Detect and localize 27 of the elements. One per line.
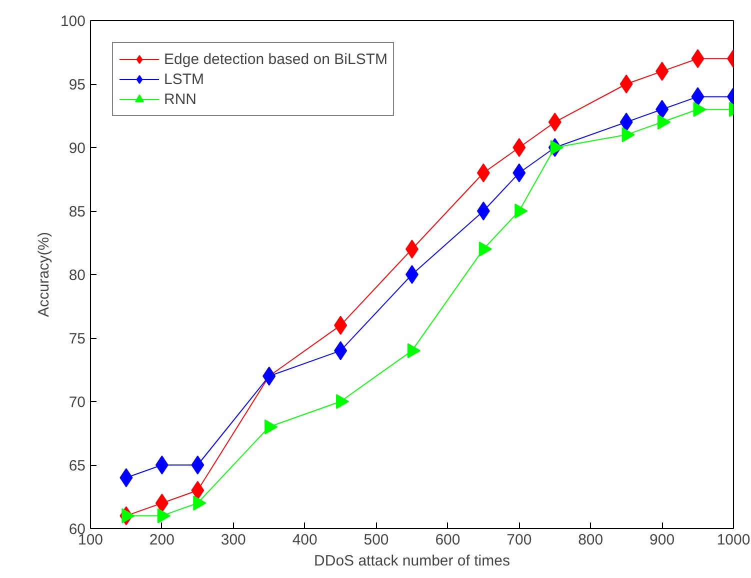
x-tick-label: 300 [220,532,246,548]
x-tick-label: 1000 [716,532,750,548]
legend-label: Edge detection based on BiLSTM [164,50,388,68]
x-axis-title: DDoS attack number of times [314,552,510,570]
legend-label: RNN [164,90,196,108]
y-axis-title: Accuracy(%) [35,232,52,318]
x-tick-label: 200 [149,532,174,548]
y-tick-label: 80 [68,267,86,284]
y-tick-label: 70 [68,394,86,411]
point [512,138,526,157]
x-tick-label: 700 [506,532,532,548]
legend-label: LSTM [164,70,204,88]
y-tick-label: 100 [60,13,86,30]
x-tick-label: 800 [578,532,604,548]
x-tick-label: 500 [364,532,389,548]
point [476,202,490,220]
y-tick-label: 75 [68,330,86,348]
point [155,456,168,474]
point [191,456,204,474]
point [620,74,633,94]
y-tick-label: 85 [68,204,86,220]
y-tick-label: 90 [68,140,86,157]
y-tick-label: 95 [68,76,86,94]
x-tick-label: 900 [650,532,675,548]
x-tick-label: 400 [292,532,318,548]
x-tick-label: 600 [435,532,460,548]
y-tick-label: 65 [68,458,86,474]
